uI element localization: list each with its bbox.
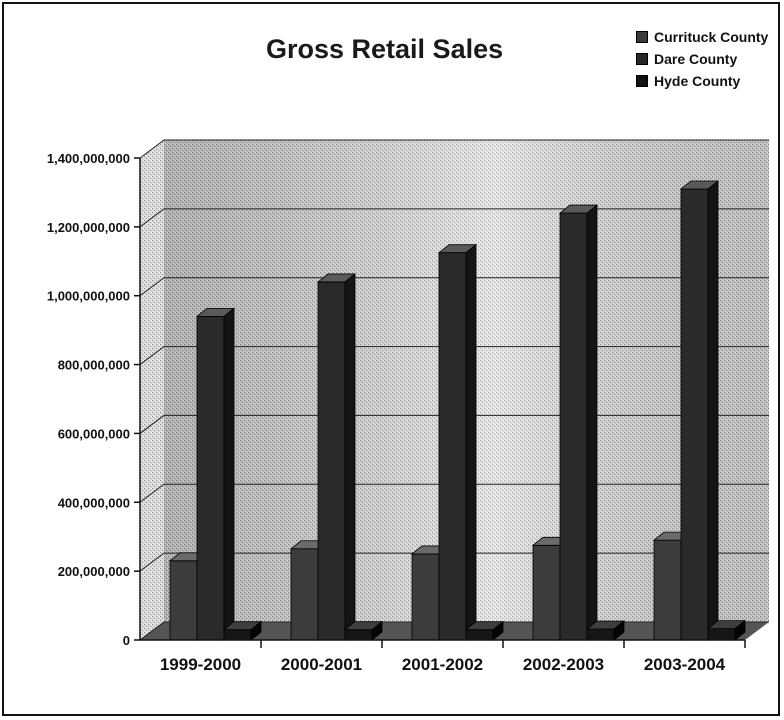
bar-side bbox=[734, 619, 746, 641]
y-tick-label: 800,000,000 bbox=[58, 358, 130, 373]
legend-swatch-hyde bbox=[636, 75, 648, 87]
bar-side bbox=[613, 620, 625, 641]
bar bbox=[316, 273, 357, 641]
bar-side bbox=[250, 620, 262, 641]
bar-front bbox=[438, 252, 467, 641]
bar-side bbox=[492, 620, 504, 641]
y-tick-label: 1,000,000,000 bbox=[47, 289, 130, 304]
bar-front bbox=[680, 188, 709, 641]
x-tick-label: 2003-2004 bbox=[644, 655, 726, 674]
bar-front bbox=[317, 281, 346, 641]
gridline bbox=[139, 139, 769, 159]
y-tick-label: 0 bbox=[123, 633, 130, 648]
bar-side bbox=[371, 620, 383, 641]
bar-front bbox=[653, 539, 682, 641]
side-wall bbox=[140, 140, 164, 640]
bar-front bbox=[532, 544, 561, 641]
bar-front bbox=[465, 629, 494, 641]
legend-label-hyde: Hyde County bbox=[654, 73, 741, 89]
y-tick-label: 400,000,000 bbox=[58, 495, 130, 510]
legend-label-dare: Dare County bbox=[654, 51, 738, 67]
bar-front bbox=[290, 548, 319, 641]
bar-side bbox=[344, 273, 356, 641]
bar-front bbox=[196, 315, 225, 641]
x-tick-label: 1999-2000 bbox=[160, 655, 241, 674]
legend-swatch-dare bbox=[636, 53, 648, 65]
bar-side bbox=[223, 307, 235, 641]
bar bbox=[706, 619, 747, 641]
x-tick-label: 2001-2002 bbox=[402, 655, 483, 674]
y-tick-label: 600,000,000 bbox=[58, 426, 130, 441]
bar-front bbox=[169, 560, 198, 641]
y-tick-label: 200,000,000 bbox=[58, 564, 130, 579]
legend-item-currituck: Currituck County bbox=[636, 26, 768, 48]
legend-swatch-currituck bbox=[636, 31, 648, 43]
bar-front bbox=[223, 629, 252, 641]
x-tick-label: 2002-2003 bbox=[523, 655, 604, 674]
bar bbox=[222, 620, 263, 641]
bar-side bbox=[707, 180, 719, 641]
legend-item-hyde: Hyde County bbox=[636, 70, 768, 92]
bar-front bbox=[707, 628, 736, 641]
bar bbox=[437, 243, 478, 641]
bar bbox=[679, 180, 720, 641]
bar bbox=[464, 620, 505, 641]
bar bbox=[343, 620, 384, 641]
bar-side bbox=[465, 243, 477, 641]
chart-title: Gross Retail Sales bbox=[266, 34, 504, 64]
legend-item-dare: Dare County bbox=[636, 48, 768, 70]
bar-front bbox=[344, 629, 373, 641]
bar-front bbox=[586, 628, 615, 641]
bar-front bbox=[411, 553, 440, 641]
y-tick-label: 1,400,000,000 bbox=[47, 151, 130, 166]
bar bbox=[195, 307, 236, 641]
x-tick-label: 2000-2001 bbox=[281, 655, 362, 674]
bar bbox=[585, 620, 626, 641]
legend-label-currituck: Currituck County bbox=[654, 29, 769, 45]
bar-side bbox=[586, 204, 598, 641]
chart-legend: Currituck County Dare County Hyde County bbox=[636, 26, 768, 92]
bar-front bbox=[559, 212, 588, 641]
bar bbox=[558, 204, 599, 641]
y-tick-label: 1,200,000,000 bbox=[47, 220, 130, 235]
